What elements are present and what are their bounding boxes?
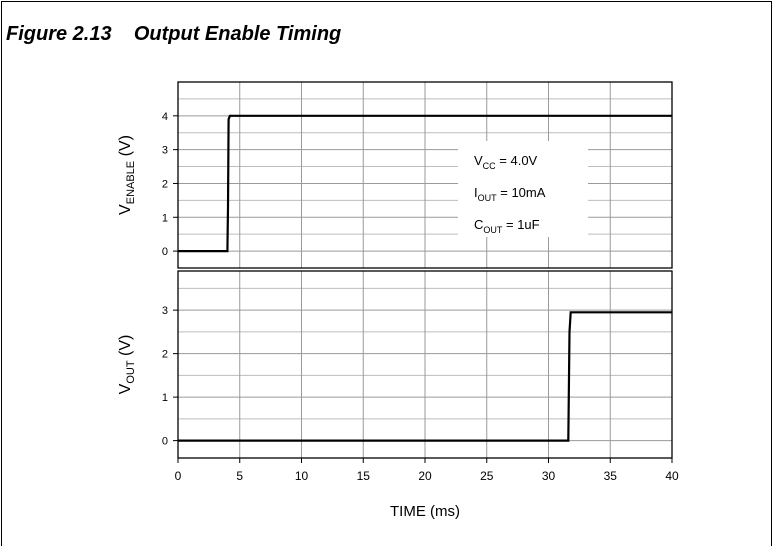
x-tick-label: 35 [604,469,618,483]
x-tick-label: 20 [418,469,432,483]
panel-frame-enable [177,81,673,269]
y-axis-label-vout: VOUT (V) [117,335,137,395]
annotation-3: COUT = 1uF [474,217,540,235]
x-tick-label: 40 [665,469,679,483]
y-axis-label-enable: VENABLE (V) [117,135,137,215]
x-tick-label: 15 [357,469,371,483]
x-tick-label: 0 [175,469,182,483]
x-tick-label: 5 [236,469,243,483]
y-tick-label: 1 [162,392,168,404]
y-tick-label: 3 [162,145,168,157]
figure-title-text: Output Enable Timing [133,23,342,45]
x-tick-label: 30 [542,469,556,483]
figure-title: Figure 2.13 Output Enable Timing [6,23,341,46]
y-tick-label: 1 [162,212,168,224]
annotation-box [458,141,588,237]
x-tick-label: 10 [295,469,309,483]
y-tick-label: 2 [162,178,168,190]
y-tick-label: 4 [162,111,168,123]
figure-label: Figure 2.13 [6,23,112,45]
y-tick-label: 2 [162,349,168,361]
annotation-2: IOUT = 10mA [474,185,546,203]
y-tick-label: 0 [162,436,168,448]
x-axis-label: TIME (ms) [390,503,460,520]
series-line-vout [178,311,672,442]
annotation-1: VCC = 4.0V [474,153,538,171]
y-tick-label: 3 [162,305,168,317]
series-line-enable [178,114,672,253]
x-tick-label: 25 [480,469,494,483]
y-tick-label: 0 [162,246,168,258]
